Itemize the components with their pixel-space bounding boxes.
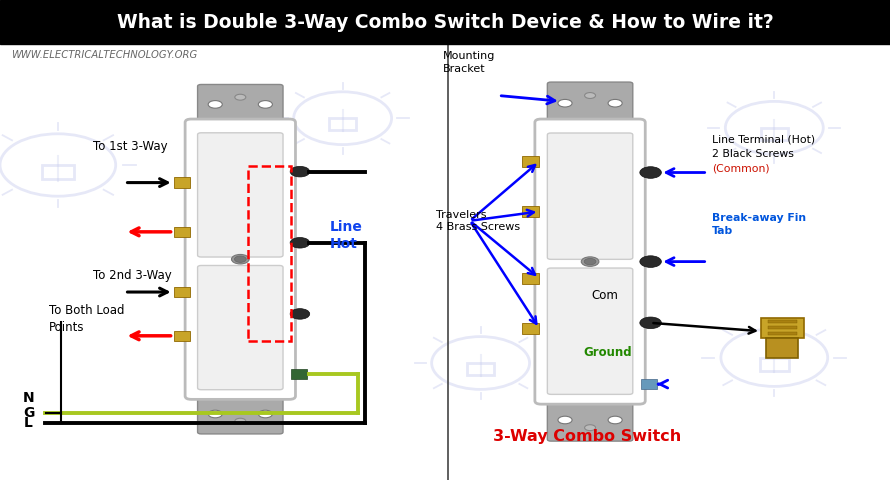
Bar [174, 177, 190, 188]
Bar [291, 369, 307, 379]
Text: Break-away Fin: Break-away Fin [712, 214, 806, 223]
Circle shape [290, 309, 310, 319]
Circle shape [558, 99, 572, 107]
Text: Com: Com [592, 288, 619, 302]
Bar [174, 287, 190, 297]
Circle shape [640, 256, 661, 267]
Bar [761, 318, 804, 338]
Bar [0, 0, 890, 44]
FancyBboxPatch shape [547, 268, 633, 395]
Bar [768, 332, 797, 335]
Text: To Both Load
Points: To Both Load Points [49, 304, 125, 334]
Circle shape [584, 258, 596, 265]
FancyBboxPatch shape [198, 265, 283, 390]
Circle shape [640, 317, 661, 329]
Text: WWW.ELECTRICALTECHNOLOGY.ORG: WWW.ELECTRICALTECHNOLOGY.ORG [11, 50, 197, 60]
Text: What is Double 3-Way Combo Switch Device & How to Wire it?: What is Double 3-Way Combo Switch Device… [117, 12, 773, 32]
Text: Ground: Ground [583, 346, 632, 360]
Bar [174, 227, 190, 237]
Bar [766, 338, 798, 358]
Text: G: G [23, 406, 34, 420]
Circle shape [608, 99, 622, 107]
FancyBboxPatch shape [185, 119, 295, 399]
Bar [522, 323, 539, 334]
Text: 3-Way Combo Switch: 3-Way Combo Switch [493, 429, 682, 444]
Circle shape [558, 416, 572, 424]
FancyBboxPatch shape [535, 119, 645, 404]
Circle shape [640, 167, 661, 178]
Text: To 2nd 3-Way: To 2nd 3-Way [93, 269, 172, 283]
FancyBboxPatch shape [547, 133, 633, 259]
Circle shape [585, 425, 595, 431]
Bar [522, 206, 539, 217]
Bar [522, 273, 539, 284]
Bar [248, 166, 291, 341]
FancyBboxPatch shape [547, 82, 633, 124]
Bar [42, 165, 74, 179]
Circle shape [234, 256, 247, 263]
Bar [768, 326, 797, 329]
Bar [522, 156, 539, 167]
Bar [760, 358, 789, 371]
Text: N: N [22, 391, 35, 406]
Bar [329, 118, 356, 130]
Bar [761, 128, 788, 140]
Text: Travelers
4 Brass Screws: Travelers 4 Brass Screws [436, 210, 521, 232]
Text: Mounting
Bracket: Mounting Bracket [443, 51, 496, 73]
Text: (Common): (Common) [712, 164, 770, 174]
Circle shape [208, 101, 222, 108]
Text: 2 Black Screws: 2 Black Screws [712, 149, 794, 158]
Circle shape [608, 416, 622, 424]
Circle shape [581, 257, 599, 266]
Circle shape [585, 93, 595, 98]
Circle shape [290, 238, 310, 248]
Bar [641, 379, 657, 389]
Circle shape [290, 167, 310, 177]
Circle shape [258, 101, 272, 108]
Bar [467, 363, 494, 375]
FancyBboxPatch shape [547, 399, 633, 441]
FancyBboxPatch shape [198, 84, 283, 124]
Circle shape [208, 410, 222, 418]
Circle shape [235, 418, 246, 424]
Circle shape [258, 410, 272, 418]
Circle shape [235, 94, 246, 100]
FancyBboxPatch shape [198, 133, 283, 257]
Text: To 1st 3-Way: To 1st 3-Way [93, 140, 168, 153]
Text: L: L [24, 416, 33, 431]
Text: Tab: Tab [712, 227, 733, 236]
FancyBboxPatch shape [198, 394, 283, 434]
Circle shape [231, 254, 249, 264]
Bar [174, 331, 190, 341]
Text: Line
Hot: Line Hot [329, 219, 362, 251]
Bar [768, 320, 797, 323]
Text: Line Terminal (Hot): Line Terminal (Hot) [712, 134, 815, 144]
